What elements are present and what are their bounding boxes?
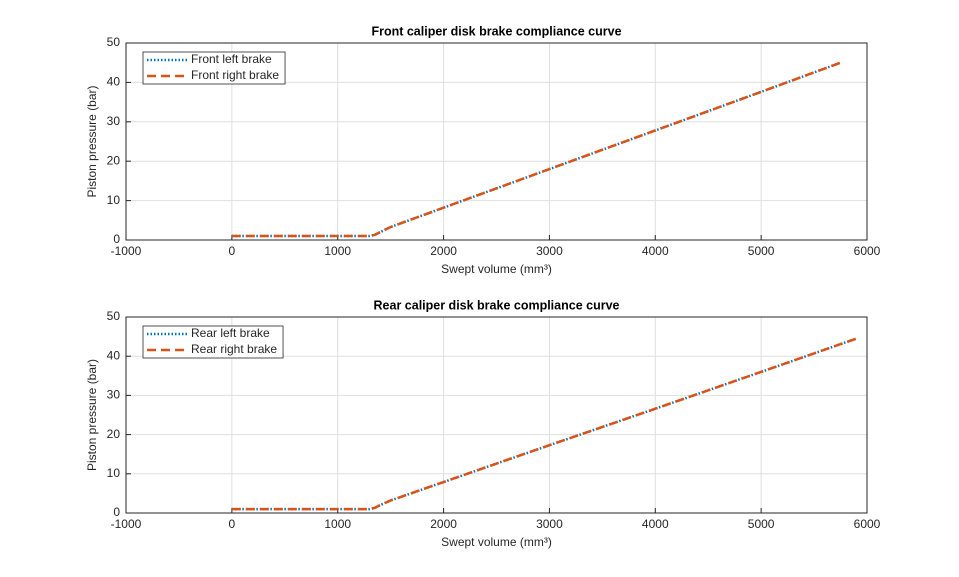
- legend-box: [142, 325, 284, 359]
- y-tick-label: 10: [107, 466, 121, 480]
- axes: -1000 0 1000 2000 3000 4000 5000 60000102030405…: [85, 24, 880, 276]
- y-tick-label: 10: [107, 193, 121, 207]
- x-tick-label: -1000: [111, 517, 142, 531]
- y-axis-label: Piston pressure (bar): [85, 85, 99, 197]
- y-axis-label: Piston pressure (bar): [85, 359, 99, 471]
- x-tick-label: 0: [229, 244, 236, 258]
- legend-label: Rear right brake: [191, 342, 277, 356]
- y-tick-label: 0: [113, 232, 120, 246]
- x-tick-label: 3000: [536, 244, 563, 258]
- x-tick-label: 2000: [430, 244, 457, 258]
- x-tick-label: 0: [229, 517, 236, 531]
- x-tick-label: 6000: [854, 517, 881, 531]
- legend: Rear left brake Rear right brake: [142, 325, 284, 359]
- x-tick-label: 4000: [642, 244, 669, 258]
- legend: Front left brake Front right brake: [142, 51, 286, 85]
- series-line: [231, 337, 857, 511]
- legend-label: Front left brake: [191, 52, 272, 66]
- legend-label: Rear left brake: [191, 326, 270, 340]
- x-tick-label: 2000: [430, 517, 457, 531]
- y-tick-label: 20: [107, 427, 121, 441]
- legend-box: [142, 51, 286, 85]
- y-tick-label: 0: [113, 505, 120, 519]
- y-tick-label: 40: [107, 348, 121, 362]
- x-tick-label: 4000: [642, 517, 669, 531]
- x-tick-label: 6000: [854, 244, 881, 258]
- x-axis-label: Swept volume (mm³): [441, 535, 552, 549]
- axes-box: [125, 42, 868, 241]
- chart-title: Rear caliper disk brake compliance curve: [374, 298, 620, 312]
- y-tick-label: 30: [107, 388, 121, 402]
- y-tick-label: 20: [107, 153, 121, 167]
- axes: -1000 0 1000 2000 3000 4000 5000 60000102030405…: [85, 298, 880, 549]
- legend-label: Front right brake: [191, 68, 279, 82]
- y-tick-label: 50: [107, 309, 121, 323]
- y-tick-label: 30: [107, 114, 121, 128]
- x-tick-label: -1000: [111, 244, 142, 258]
- x-tick-label: 5000: [748, 244, 775, 258]
- y-tick-label: 40: [107, 75, 121, 89]
- x-axis-label: Swept volume (mm³): [441, 262, 552, 276]
- x-tick-label: 5000: [748, 517, 775, 531]
- y-tick-label: 50: [107, 35, 121, 49]
- x-tick-label: 1000: [324, 517, 351, 531]
- chart-title: Front caliper disk brake compliance curv…: [371, 24, 621, 38]
- x-tick-label: 1000: [324, 244, 351, 258]
- axes-box: [125, 316, 868, 514]
- series-line: [231, 61, 841, 238]
- x-tick-label: 3000: [536, 517, 563, 531]
